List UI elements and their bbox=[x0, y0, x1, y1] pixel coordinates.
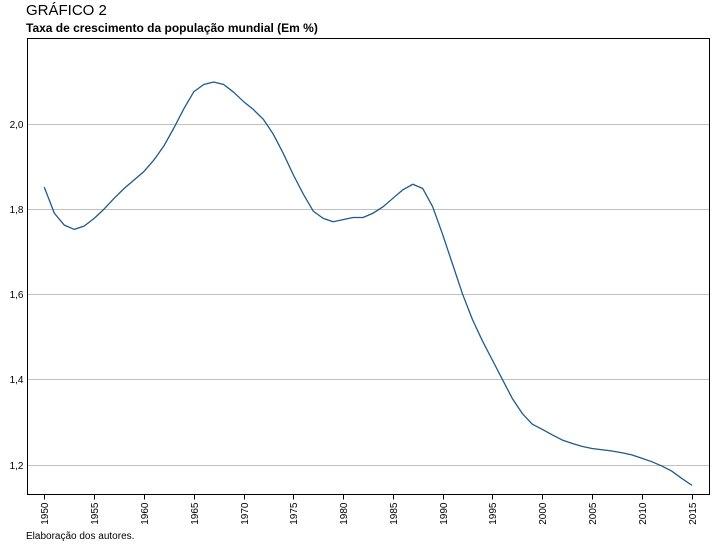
x-tick-label: 2005 bbox=[588, 502, 599, 525]
x-tick-label: 1990 bbox=[439, 502, 450, 525]
x-tick-label: 1995 bbox=[488, 502, 499, 525]
x-tick-label: 1970 bbox=[240, 502, 251, 525]
y-tick-label: 1,4 bbox=[10, 375, 24, 386]
y-axis-tick-labels: 1,2 1,4 1,6 1,8 2,0 bbox=[10, 120, 24, 472]
x-tick-label: 1980 bbox=[339, 502, 350, 525]
source-note: Elaboração dos autores. bbox=[26, 531, 135, 542]
series-line bbox=[43, 81, 693, 486]
x-tick-label: 2000 bbox=[538, 502, 549, 525]
y-tick-label: 1,8 bbox=[10, 205, 24, 216]
x-tick-label: 1950 bbox=[40, 502, 51, 525]
series-layer bbox=[43, 81, 693, 486]
x-tick-label: 1965 bbox=[190, 502, 201, 525]
x-tick-label: 1960 bbox=[140, 502, 151, 525]
x-tick-label: 1955 bbox=[90, 502, 101, 525]
x-tick-label: 2015 bbox=[688, 502, 699, 525]
chart-title: Taxa de crescimento da população mundial… bbox=[26, 21, 318, 35]
x-axis-ticks bbox=[44, 494, 693, 500]
x-tick-label: 1975 bbox=[289, 502, 300, 525]
y-tick-label: 1,2 bbox=[10, 461, 24, 472]
x-tick-label: 2010 bbox=[638, 502, 649, 525]
x-axis-tick-labels: 1950 1955 1960 1965 1970 1975 1980 1985 1990 1995… bbox=[40, 502, 699, 525]
plot-frame bbox=[27, 38, 710, 495]
x-tick-label: 1985 bbox=[389, 502, 400, 525]
y-tick-label: 1,6 bbox=[10, 290, 24, 301]
gridlines bbox=[27, 124, 710, 466]
y-tick-label: 2,0 bbox=[10, 120, 24, 131]
figure-label: GRÁFICO 2 bbox=[26, 2, 107, 19]
